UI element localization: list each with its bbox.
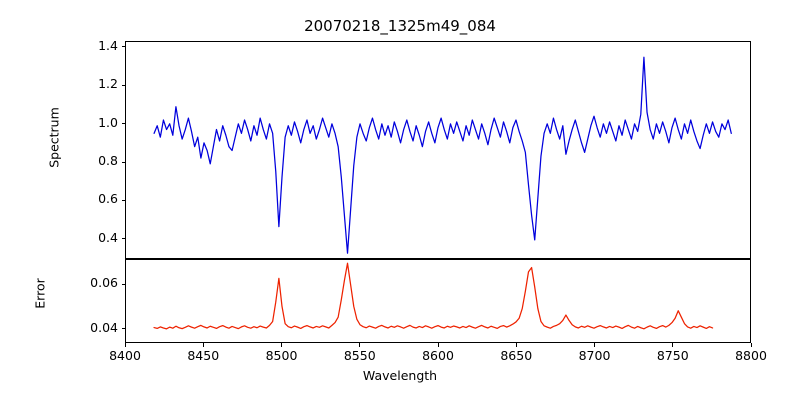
error-line-series [126,260,750,342]
spectrum-plot-panel [125,41,751,259]
y-tick-label-spectrum: 1.2 [98,76,118,92]
x-tick-mark [202,343,204,347]
x-tick-label: 8450 [187,348,220,363]
x-tick-mark [594,343,596,347]
y-tick-label-spectrum: 1.0 [98,114,118,130]
x-tick-label: 8750 [656,348,689,363]
y-tick-mark-spectrum [121,46,125,48]
x-tick-label: 8650 [500,348,533,363]
y-tick-mark-error [121,283,125,285]
x-tick-label: 8800 [735,348,767,363]
y-tick-label-spectrum: 1.4 [98,37,118,53]
figure-title: 20070218_1325m49_084 [304,17,496,35]
y-tick-label-spectrum: 0.8 [98,153,118,168]
x-tick-mark [124,343,126,347]
y-axis-label-error: Error [32,278,48,309]
y-tick-mark-spectrum [121,199,125,201]
spectrum-line-series [126,42,750,258]
x-tick-label: 8550 [343,348,376,363]
x-tick-mark [281,343,283,347]
x-tick-mark [437,343,439,347]
x-tick-mark [359,343,361,347]
y-tick-label-error: 0.06 [90,275,118,291]
x-tick-mark [672,343,674,347]
x-tick-label: 8600 [422,348,454,363]
y-tick-label-error: 0.04 [90,319,118,335]
x-tick-mark [515,343,517,347]
y-tick-mark-spectrum [121,123,125,125]
y-tick-mark-spectrum [121,161,125,163]
x-tick-label: 8700 [578,348,611,363]
y-tick-label-spectrum: 0.6 [98,191,118,207]
y-tick-mark-spectrum [121,238,125,240]
x-tick-mark [750,343,752,347]
x-tick-label: 8400 [109,348,141,363]
y-axis-label-spectrum: Spectrum [46,107,62,168]
y-tick-label-spectrum: 0.4 [98,229,118,245]
y-tick-mark-spectrum [121,84,125,86]
y-tick-mark-error [121,328,125,330]
x-tick-label: 8500 [265,348,298,363]
error-plot-panel [125,259,751,343]
x-axis-label: Wavelength [362,368,438,383]
